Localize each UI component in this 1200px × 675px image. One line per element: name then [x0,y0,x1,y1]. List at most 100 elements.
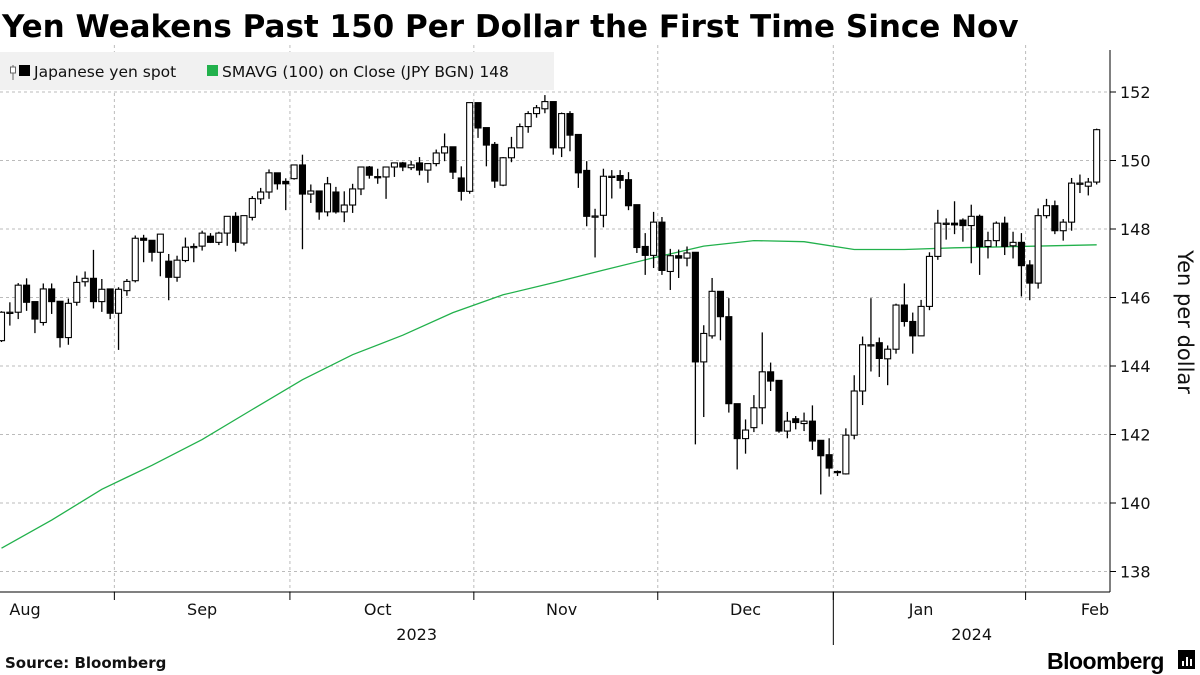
candle [223,215,231,246]
candle [800,412,808,432]
candle [549,101,557,155]
candle-body [775,379,783,432]
candle-body [0,311,6,342]
candle-body [1009,241,1017,247]
candle-body [114,288,123,314]
y-tick-label: 144 [1120,357,1151,376]
candle-body [1001,222,1009,248]
candle-body [73,281,81,303]
candle [808,405,816,450]
candle-body [14,284,22,313]
y-tick-label: 140 [1120,494,1151,513]
candle [357,166,365,196]
x-tick-label: Oct [364,600,392,619]
candle [658,217,666,275]
candle-body [332,191,340,213]
candle-body [750,407,758,429]
candle [783,411,791,439]
candle [399,161,407,172]
candle-body [449,146,457,173]
candle-body [131,237,139,282]
candle [131,235,139,283]
legend-label-spot: Japanese yen spot [33,63,176,81]
candle [81,271,89,287]
candle-body [365,166,373,176]
candle-body [424,163,432,171]
candle-body [290,164,298,180]
candle [708,277,716,339]
candle [934,209,942,260]
candle-body [89,277,98,303]
candle [599,168,607,228]
candle [675,249,683,278]
candle-body [942,222,950,225]
y-tick-label: 142 [1120,426,1151,445]
candle-body [173,259,181,278]
candle [282,178,290,211]
candle-body [106,288,114,314]
x-tick-label: Dec [730,600,761,619]
candle [140,234,148,263]
candle-body [215,232,223,243]
candle [39,283,47,326]
candle [273,172,281,190]
candle [758,332,766,425]
candle-body [1017,241,1025,267]
candle-body [700,332,708,363]
candle [650,211,658,269]
candle-body [833,470,842,474]
candle [156,233,164,277]
candle [73,275,81,306]
bloomberg-logo: Bloomberg [1047,648,1195,674]
candle-body [1034,215,1042,284]
candle [842,428,850,475]
candle [14,283,22,320]
candle-body [792,418,800,424]
candle [583,161,591,227]
candle-body [591,215,599,218]
candle [792,416,800,430]
candle-body [725,316,733,405]
candle-body [683,252,691,259]
candle-body [867,344,875,347]
candle [198,230,206,251]
candle [64,298,72,345]
candle-body [624,179,633,207]
candle-body [240,215,248,244]
candle [574,133,582,188]
candle [591,208,599,258]
candle [0,311,6,343]
candle-body [98,288,106,303]
x-tick-label: Feb [1081,600,1109,619]
candle-body [349,188,357,206]
logo-text: Bloomberg [1047,648,1164,674]
candle-body [758,371,766,409]
candle [859,336,867,406]
candle-body [842,434,850,475]
candle-body [48,288,56,303]
candle [165,254,173,301]
candle-body [909,320,917,337]
legend: Japanese yen spot SMAVG (100) on Close (… [0,52,554,90]
candle [323,176,332,217]
candle [257,187,265,204]
candle-body [64,302,72,339]
legend-swatch-sma [207,65,218,76]
candle [48,283,56,314]
candle-body [223,215,231,234]
candle-body [733,403,741,440]
candle-body [875,342,883,360]
candle-body [574,133,582,174]
candle [950,201,959,235]
candle [984,231,992,259]
candle-body [1059,221,1067,232]
candle-body [558,113,566,149]
candle [491,142,499,188]
x-tick-label: Aug [9,600,40,619]
candle-body [140,237,148,241]
candle-body [633,204,641,249]
candle-body [307,190,315,195]
candle [700,325,708,418]
candle-body [474,102,482,129]
